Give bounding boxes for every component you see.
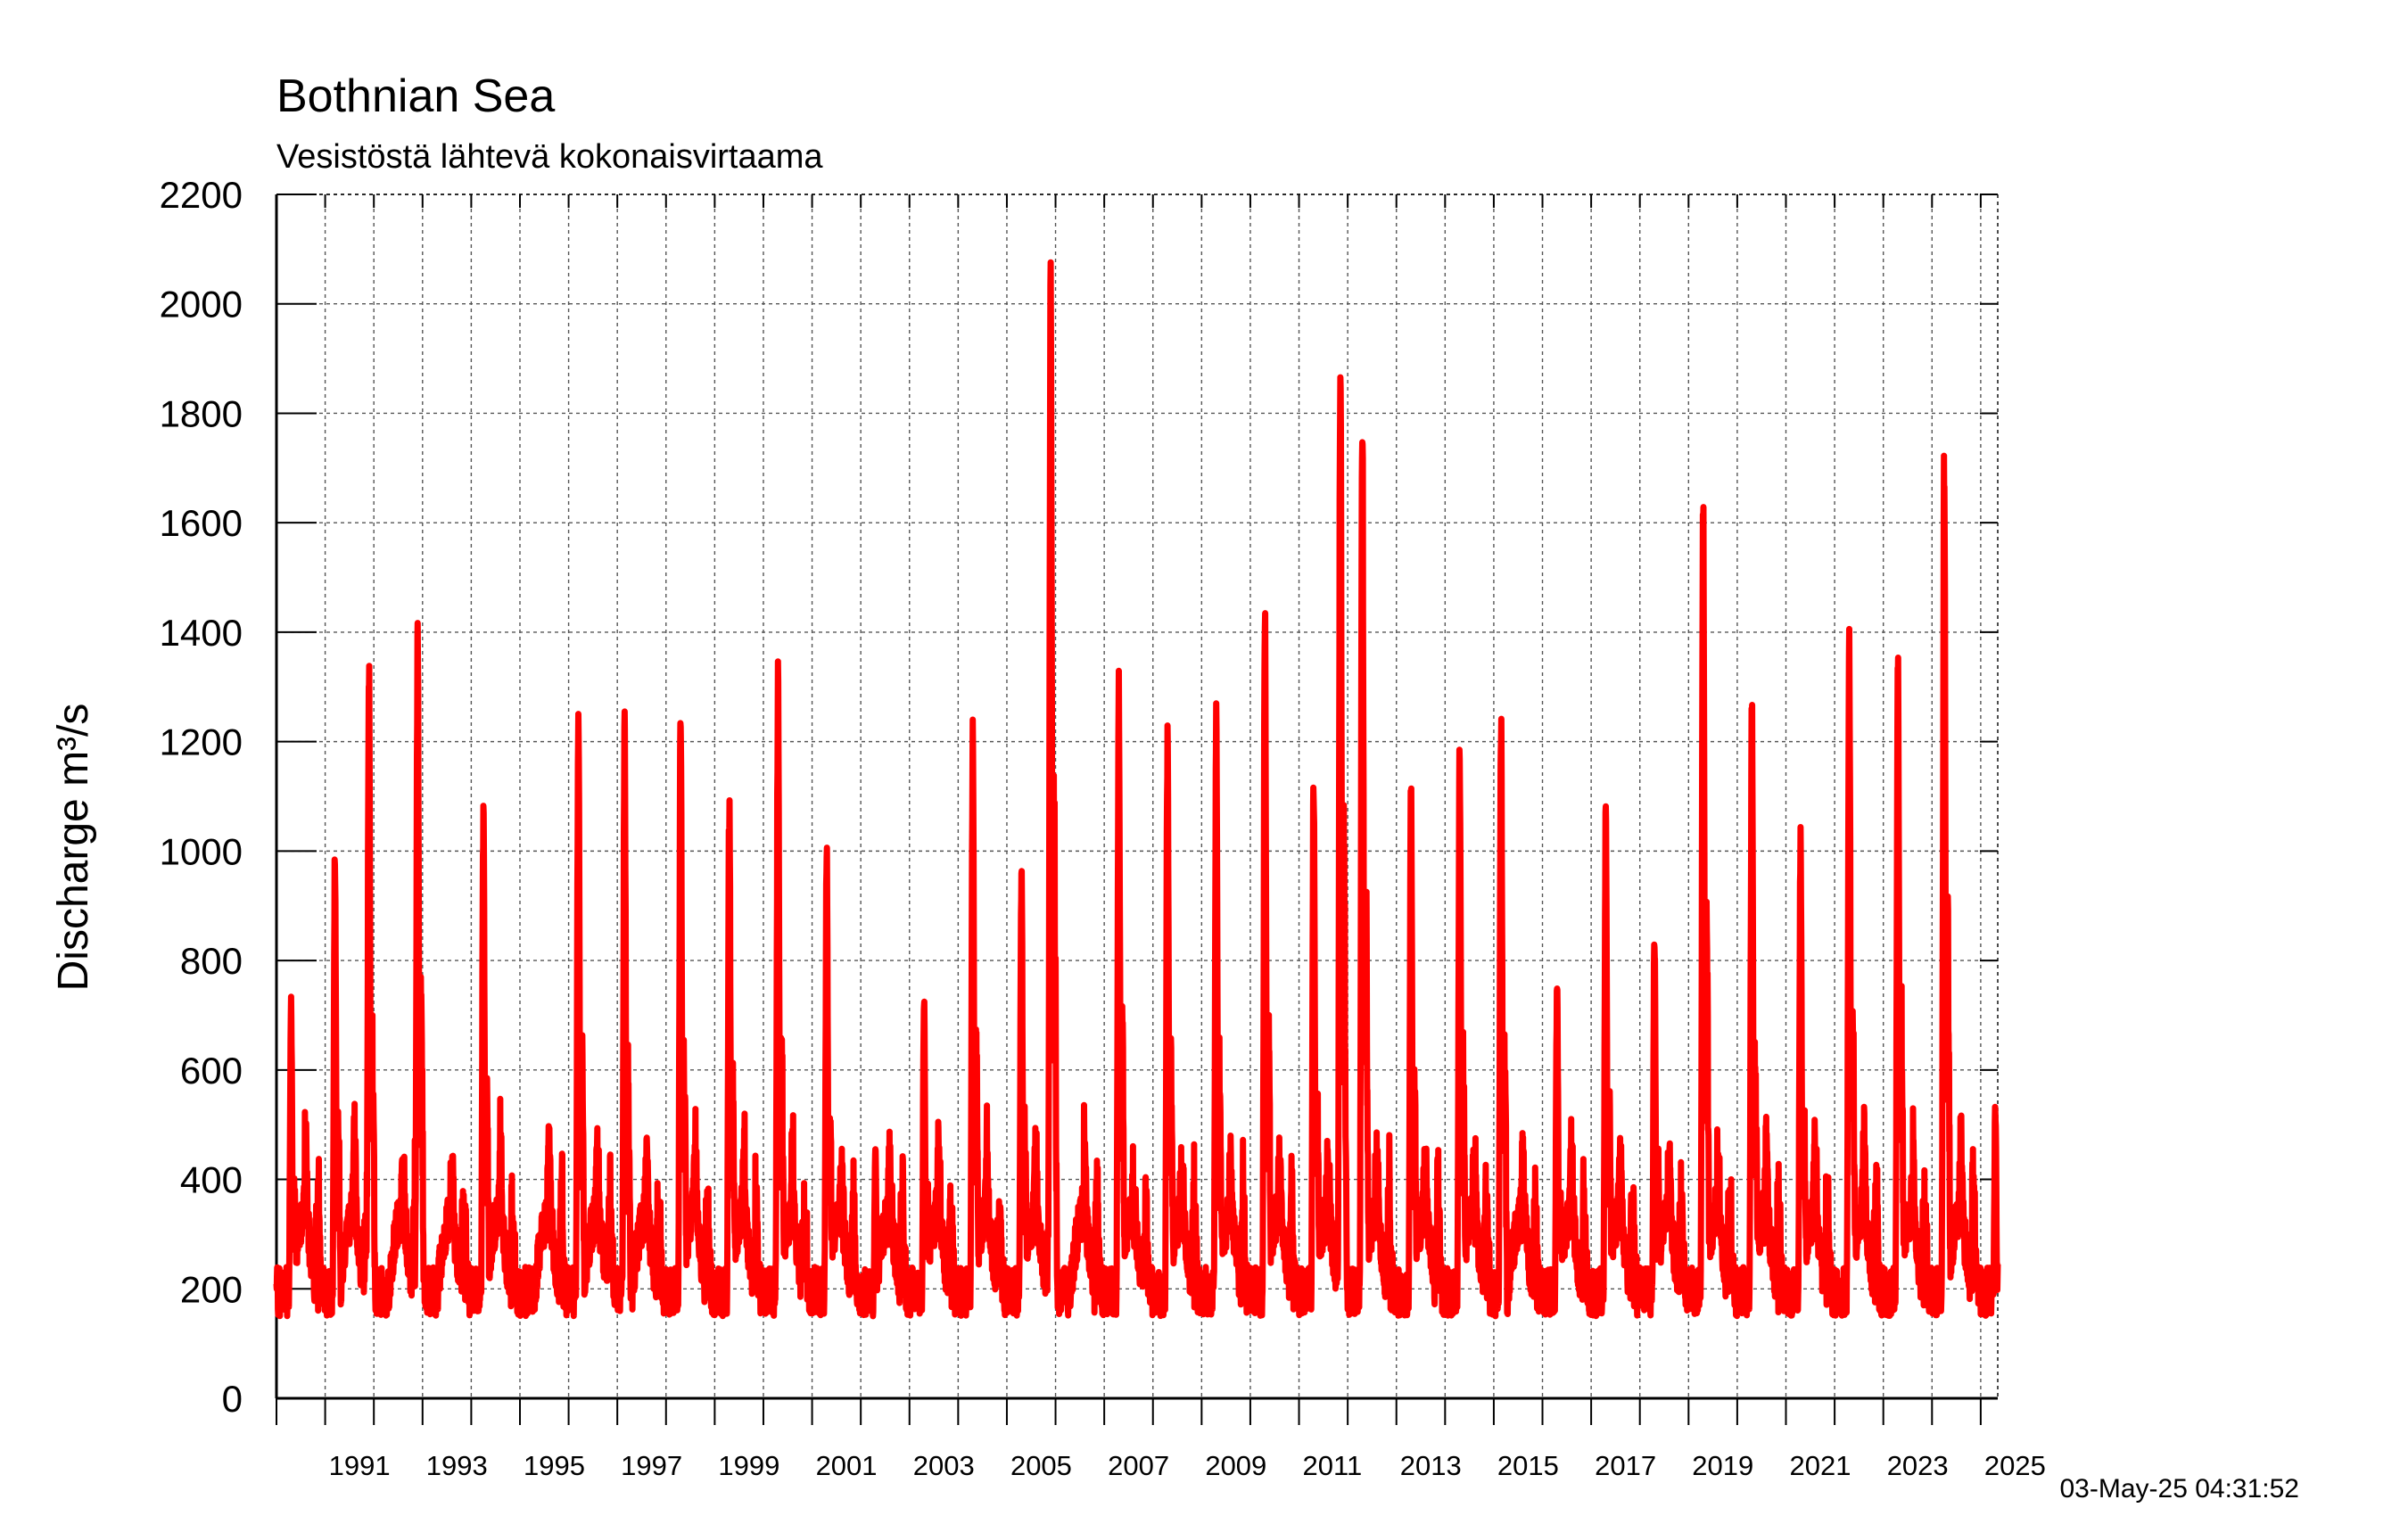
x-tick-label: 2015: [1497, 1450, 1559, 1481]
x-tick-label: 1993: [426, 1450, 488, 1481]
y-tick-label: 2000: [160, 284, 243, 325]
x-tick-label: 1991: [329, 1450, 391, 1481]
x-tick-label: 1999: [718, 1450, 779, 1481]
y-tick-label: 1600: [160, 502, 243, 544]
y-tick-label: 0: [222, 1378, 243, 1420]
grid-lines: [276, 194, 1998, 1398]
y-tick-label: 800: [180, 940, 243, 982]
x-tick-label: 2021: [1790, 1450, 1851, 1481]
discharge-series: [273, 259, 2001, 1320]
discharge-line: [273, 259, 2001, 1320]
y-axis-label: Discharge m³/s: [50, 704, 97, 992]
y-tick-label: 400: [180, 1159, 243, 1201]
x-tick-label: 2003: [913, 1450, 975, 1481]
y-tick-label: 600: [180, 1050, 243, 1092]
y-tick-label: 2200: [160, 174, 243, 216]
y-tick-label: 1000: [160, 830, 243, 872]
x-tick-label: 1995: [524, 1450, 585, 1481]
x-tick-label: 2017: [1595, 1450, 1656, 1481]
chart-subtitle: Vesistöstä lähtevä kokonaisvirtaama: [276, 138, 823, 176]
x-tick-label: 2005: [1010, 1450, 1072, 1481]
x-tick-label: 2025: [1984, 1450, 2046, 1481]
y-tick-label: 1200: [160, 721, 243, 763]
plot-axes: [275, 194, 1999, 1425]
x-tick-label: 2007: [1108, 1450, 1169, 1481]
x-tick-label: 2011: [1303, 1450, 1363, 1481]
x-tick-label: 2023: [1887, 1450, 1949, 1481]
x-tick-labels: 1991 1993 1995 1997 1999 2001 2003 2005 2007 2009…: [329, 1450, 2046, 1481]
y-tick-label: 1800: [160, 392, 243, 434]
x-tick-label: 2009: [1205, 1450, 1266, 1481]
x-tick-label: 1997: [621, 1450, 682, 1481]
y-tick-label: 1400: [160, 612, 243, 654]
y-tick-labels: 0 200 400 600 800 1000 1200 1400 1600 1800 2000 220…: [160, 174, 243, 1420]
timestamp: 03-May-25 04:31:52: [2059, 1474, 2299, 1504]
chart-title: Bothnian Sea: [276, 70, 555, 122]
y-tick-label: 200: [180, 1268, 243, 1310]
x-tick-label: 2001: [816, 1450, 878, 1481]
x-tick-label: 2013: [1400, 1450, 1462, 1481]
x-tick-label: 2019: [1692, 1450, 1753, 1481]
